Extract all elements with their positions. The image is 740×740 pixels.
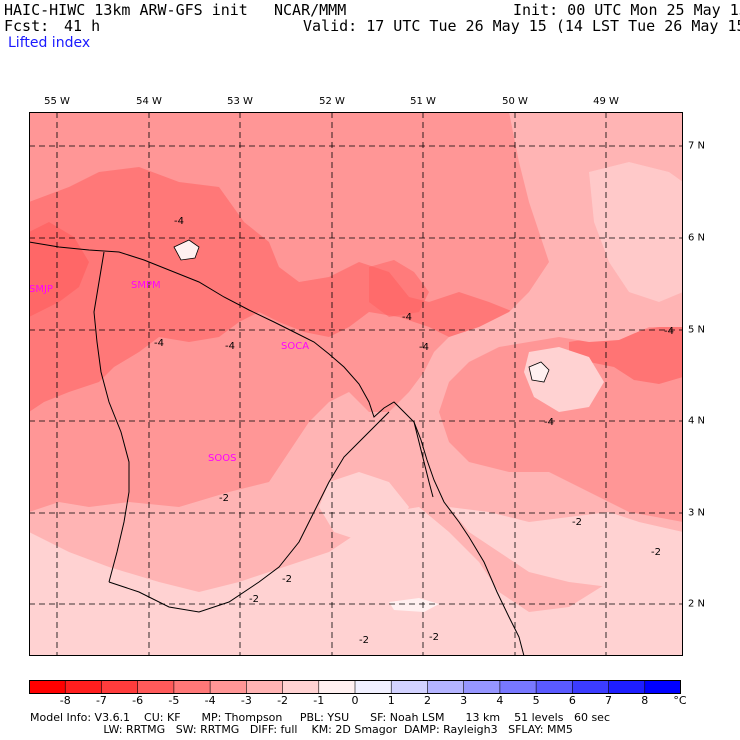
colorbar-swatches: [29, 680, 681, 694]
colorbar-tick-label: 1: [387, 694, 395, 707]
border-west: [93, 251, 130, 583]
station-label: SOCA: [281, 341, 309, 352]
colorbar-swatch: [64, 680, 103, 694]
lon-label: 52 W: [319, 96, 345, 107]
colorbar-swatch: [535, 680, 574, 694]
colorbar-swatch: [608, 680, 646, 694]
white-cell: [389, 598, 439, 612]
contour-label: -4: [664, 326, 674, 337]
lat-label: 2 N: [688, 598, 706, 610]
shading-very-light-northeast: [589, 162, 683, 302]
colorbar-swatch: [572, 680, 610, 694]
colorbar: [29, 680, 681, 694]
colorbar-swatch: [463, 680, 501, 694]
init-time: Init: 00 UTC Mon 25 May 15: [513, 1, 740, 19]
lon-label: 53 W: [227, 96, 253, 107]
colorbar-tick-label: -5: [168, 694, 180, 707]
lat-label: 5 N: [688, 324, 706, 336]
center-label: NCAR/MMM: [274, 1, 347, 19]
colorbar-tick-label: 3: [460, 694, 468, 707]
colorbar-swatch: [427, 680, 465, 694]
model-info-line1: Model Info: V3.6.1 CU: KF MP: Thompson P…: [30, 711, 610, 724]
white-cell: [173, 239, 200, 261]
colorbar-tick-label: -2: [277, 694, 289, 707]
shading-very-light-southeast: [449, 507, 683, 592]
colorbar-swatch: [173, 680, 211, 694]
colorbar-unit: °C: [673, 694, 687, 707]
colorbar-swatch: [282, 680, 320, 694]
colorbar-tick-label: -4: [204, 694, 216, 707]
colorbar-swatch: [499, 680, 537, 694]
contour-label: -2: [359, 635, 369, 646]
colorbar-tick-label: 6: [568, 694, 576, 707]
colorbar-tick-label: -6: [132, 694, 144, 707]
lon-label: 54 W: [136, 96, 162, 107]
colorbar-tick-label: 5: [532, 694, 540, 707]
lat-lon-grid: [29, 112, 683, 656]
forecast-hour: 41 h: [64, 17, 101, 35]
colorbar-tick-label: -8: [59, 694, 71, 707]
contour-label: -2: [651, 547, 661, 558]
shading-darkest-west: [29, 222, 89, 317]
shading-very-light-south: [29, 507, 683, 656]
colorbar-swatch: [644, 680, 681, 694]
contour-label: -4: [544, 417, 554, 428]
station-label: SMJP: [29, 284, 53, 295]
colorbar-tick-label: 8: [641, 694, 649, 707]
valid-time: Valid: 17 UTC Tue 26 May 15 (14 LST Tue …: [303, 17, 740, 35]
shading-very-light-east: [524, 347, 604, 412]
shading-darkest-center: [369, 260, 429, 317]
station-label: SMPM: [131, 280, 161, 291]
colorbar-swatch: [354, 680, 393, 694]
map-frame: [29, 112, 683, 656]
colorbar-tick-label: -3: [240, 694, 252, 707]
colorbar-swatch: [29, 680, 67, 694]
forecast-label: Fcst:: [4, 17, 50, 35]
contour-label: -2: [429, 632, 439, 643]
field-name: Lifted index: [8, 35, 91, 51]
lat-label: 4 N: [688, 415, 706, 427]
lifted-index-map: -4 -4 -4 -4 -4 -4 -4 -2 -2 -2 -2 -2 -2 -…: [29, 112, 683, 656]
colorbar-tick-label: -1: [313, 694, 325, 707]
colorbar-swatch: [318, 680, 356, 694]
colorbar-tick-label: 2: [423, 694, 431, 707]
contour-label: -2: [249, 594, 259, 605]
contour-label: -2: [282, 574, 292, 585]
colorbar-tick-label: 4: [496, 694, 504, 707]
colorbar-swatch: [246, 680, 284, 694]
colorbar-swatch: [209, 680, 248, 694]
model-info-line2: LW: RRTMG SW: RRTMG DIFF: full KM: 2D Sm…: [30, 723, 573, 736]
colorbar-tick-label: 0: [351, 694, 359, 707]
lon-label: 55 W: [44, 96, 70, 107]
border-east: [413, 421, 434, 498]
contour-label: -4: [174, 216, 184, 227]
contour-label: -2: [572, 517, 582, 528]
colorbar-swatch: [390, 680, 429, 694]
lon-label: 49 W: [593, 96, 619, 107]
contour-label: -4: [402, 312, 412, 323]
lat-label: 7 N: [688, 140, 706, 152]
model-title: HAIC-HIWC 13km ARW-GFS init: [4, 1, 248, 19]
contour-label: -2: [219, 493, 229, 504]
lon-label: 50 W: [502, 96, 528, 107]
lon-label: 51 W: [410, 96, 436, 107]
colorbar-tick-label: -7: [95, 694, 107, 707]
lat-label: 6 N: [688, 232, 706, 244]
contour-label: -4: [225, 341, 235, 352]
border-mid: [108, 411, 390, 613]
coastline: [29, 241, 525, 656]
shading-very-light-mid: [319, 472, 409, 542]
colorbar-swatch: [101, 680, 139, 694]
contour-label: -4: [154, 338, 164, 349]
shading-dark-north: [29, 167, 529, 412]
colorbar-swatch: [137, 680, 175, 694]
lat-label: 3 N: [688, 507, 706, 519]
colorbar-tick-label: 7: [605, 694, 613, 707]
station-label: SOOS: [208, 453, 236, 464]
contour-label: -4: [419, 342, 429, 353]
white-cell: [528, 361, 550, 383]
